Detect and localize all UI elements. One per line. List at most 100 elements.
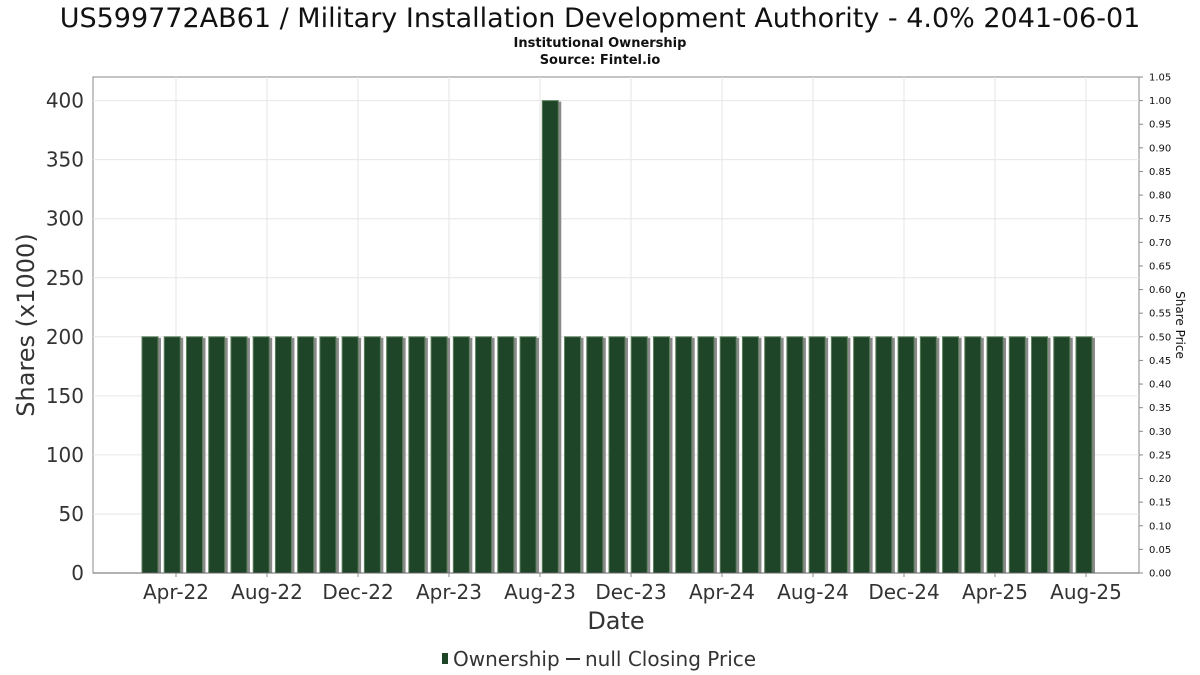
- bar-ownership: [608, 336, 626, 574]
- x-axis-ticks: Apr-22 Aug-22 Dec-22 Apr-23 Aug-23 Dec-23 Apr-…: [143, 573, 1122, 604]
- bar-ownership: [185, 336, 203, 574]
- bar-ownership: [252, 336, 270, 574]
- y-tick-label: 50: [59, 502, 84, 526]
- y2-tick-label: 0.00: [1149, 569, 1171, 580]
- y2-tick-label: 0.05: [1149, 545, 1171, 556]
- bar-ownership: [497, 336, 515, 574]
- x-tick-label: Apr-23: [416, 580, 482, 604]
- chart-source: Source: Fintel.io: [540, 53, 661, 68]
- y-tick-label: 0: [71, 561, 84, 585]
- y2-tick-label: 0.70: [1149, 238, 1171, 249]
- y2-tick-label: 0.60: [1149, 285, 1171, 296]
- bar-ownership: [1031, 336, 1049, 574]
- bar-ownership: [675, 336, 693, 574]
- bar-ownership: [586, 336, 604, 574]
- y-tick-label: 200: [46, 325, 84, 349]
- bar-ownership: [1053, 336, 1071, 574]
- x-tick-label: Apr-24: [689, 580, 755, 604]
- x-tick-label: Dec-23: [595, 580, 666, 604]
- y2-tick-label: 0.95: [1149, 120, 1171, 131]
- y2-tick-label: 0.80: [1149, 191, 1171, 202]
- x-tick-label: Aug-22: [231, 580, 303, 604]
- bar-ownership: [430, 336, 448, 574]
- bar-ownership: [519, 336, 537, 574]
- chart-title: US599772AB61 / Military Installation Dev…: [60, 3, 1141, 34]
- x-tick-label: Dec-24: [868, 580, 939, 604]
- bar-ownership: [741, 336, 759, 574]
- bar-ownership: [363, 336, 381, 574]
- y2-tick-label: 0.20: [1149, 474, 1171, 485]
- y-axis-label: Shares (x1000): [12, 233, 40, 416]
- y2-tick-label: 0.30: [1149, 427, 1171, 438]
- y2-tick-label: 0.45: [1149, 356, 1171, 367]
- y2-tick-label: 0.90: [1149, 143, 1171, 154]
- y2-tick-label: 0.40: [1149, 380, 1171, 391]
- bar-ownership: [630, 336, 648, 574]
- bar-ownership: [1075, 336, 1093, 574]
- legend: Ownership null Closing Price: [442, 647, 756, 671]
- x-tick-label: Apr-22: [143, 580, 209, 604]
- bar-ownership: [697, 336, 715, 574]
- bar-ownership: [297, 336, 315, 574]
- bar-ownership: [652, 336, 670, 574]
- y2-tick-label: 0.35: [1149, 403, 1171, 414]
- bar-ownership: [319, 336, 337, 574]
- bar-ownership: [163, 336, 181, 574]
- bar-ownership: [986, 336, 1004, 574]
- x-tick-label: Aug-24: [777, 580, 849, 604]
- bar-ownership: [786, 336, 804, 574]
- bar-ownership: [764, 336, 782, 574]
- bar-ownership: [386, 336, 404, 574]
- bar-ownership: [919, 336, 937, 574]
- y2-tick-label: 0.55: [1149, 309, 1171, 320]
- bar-ownership: [208, 336, 226, 574]
- bar-ownership: [141, 336, 159, 574]
- bar-ownership: [808, 336, 826, 574]
- y2-tick-label: 0.50: [1149, 332, 1171, 343]
- bar-ownership: [897, 336, 915, 574]
- bar-ownership: [853, 336, 871, 574]
- bar-ownership: [541, 100, 559, 574]
- y-tick-label: 100: [46, 443, 84, 467]
- y-tick-label: 300: [46, 207, 84, 231]
- bar-ownership: [274, 336, 292, 574]
- y-tick-label: 400: [46, 89, 84, 113]
- y2-tick-label: 1.00: [1149, 96, 1171, 107]
- y2-tick-label: 0.15: [1149, 498, 1171, 509]
- x-tick-label: Dec-22: [322, 580, 393, 604]
- bar-ownership: [719, 336, 737, 574]
- bar-ownership: [830, 336, 848, 574]
- x-axis-label: Date: [587, 607, 644, 635]
- y2-axis-label: Share Price: [1173, 291, 1187, 359]
- y-axis-ticks: 0 50 100 150 200 250 300 350 400: [46, 89, 84, 585]
- y-tick-label: 150: [46, 384, 84, 408]
- bar-ownership: [341, 336, 359, 574]
- bar-ownership: [964, 336, 982, 574]
- bar-series-ownership: [141, 100, 1095, 574]
- y2-tick-label: 0.10: [1149, 521, 1171, 532]
- x-tick-label: Aug-25: [1050, 580, 1122, 604]
- x-tick-label: Apr-25: [962, 580, 1028, 604]
- x-tick-label: Aug-23: [504, 580, 576, 604]
- bar-ownership: [230, 336, 248, 574]
- bar-ownership: [475, 336, 493, 574]
- bar-ownership: [564, 336, 582, 574]
- bar-ownership: [408, 336, 426, 574]
- chart-subtitle: Institutional Ownership: [514, 36, 687, 51]
- legend-ownership-label: Ownership: [453, 647, 560, 671]
- y2-tick-label: 1.05: [1149, 73, 1171, 84]
- bar-ownership: [1008, 336, 1026, 574]
- legend-ownership-swatch: [442, 653, 448, 664]
- y2-tick-label: 0.75: [1149, 214, 1171, 225]
- y2-tick-label: 0.65: [1149, 261, 1171, 272]
- y-tick-label: 350: [46, 148, 84, 172]
- y-tick-label: 250: [46, 266, 84, 290]
- bar-ownership: [452, 336, 470, 574]
- bar-ownership: [875, 336, 893, 574]
- y2-axis-ticks: 0.00 0.05 0.10 0.15 0.20 0.25 0.30 0.35 0.40 0.45…: [1139, 73, 1171, 580]
- y2-tick-label: 0.85: [1149, 167, 1171, 178]
- y2-tick-label: 0.25: [1149, 450, 1171, 461]
- bar-ownership: [942, 336, 960, 574]
- legend-closing-price-label: null Closing Price: [585, 647, 756, 671]
